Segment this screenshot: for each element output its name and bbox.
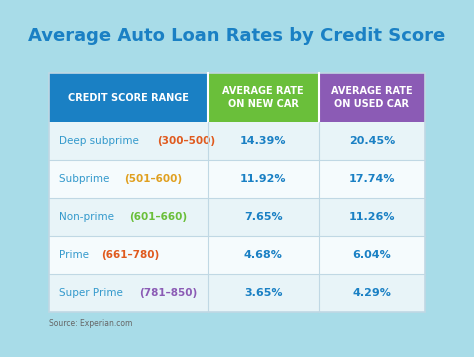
Text: 17.74%: 17.74%: [349, 174, 395, 184]
Text: 11.92%: 11.92%: [240, 174, 286, 184]
Text: (501–600): (501–600): [124, 174, 182, 184]
Text: Deep subprime: Deep subprime: [59, 136, 146, 146]
Text: (661–780): (661–780): [100, 250, 159, 260]
FancyBboxPatch shape: [319, 73, 425, 122]
Text: AVERAGE RATE
ON NEW CAR: AVERAGE RATE ON NEW CAR: [222, 86, 304, 109]
Text: Prime: Prime: [59, 250, 96, 260]
FancyBboxPatch shape: [49, 160, 425, 198]
Text: 7.65%: 7.65%: [244, 212, 283, 222]
FancyBboxPatch shape: [208, 73, 319, 122]
Text: 11.26%: 11.26%: [349, 212, 395, 222]
Text: CREDIT SCORE RANGE: CREDIT SCORE RANGE: [68, 93, 189, 103]
FancyBboxPatch shape: [49, 274, 425, 312]
Text: 4.29%: 4.29%: [353, 288, 392, 298]
Text: (781–850): (781–850): [139, 288, 198, 298]
Text: (300–500): (300–500): [157, 136, 216, 146]
Text: Average Auto Loan Rates by Credit Score: Average Auto Loan Rates by Credit Score: [28, 27, 446, 45]
Text: Non-prime: Non-prime: [59, 212, 120, 222]
Text: 14.39%: 14.39%: [240, 136, 286, 146]
Text: AVERAGE RATE
ON USED CAR: AVERAGE RATE ON USED CAR: [331, 86, 413, 109]
FancyBboxPatch shape: [49, 73, 208, 122]
Text: Subprime: Subprime: [59, 174, 116, 184]
FancyBboxPatch shape: [49, 236, 425, 274]
Text: 20.45%: 20.45%: [349, 136, 395, 146]
Text: (601–660): (601–660): [129, 212, 187, 222]
FancyBboxPatch shape: [49, 198, 425, 236]
Text: 4.68%: 4.68%: [244, 250, 283, 260]
FancyBboxPatch shape: [49, 122, 425, 160]
Text: Source: Experian.com: Source: Experian.com: [49, 319, 132, 328]
Text: 3.65%: 3.65%: [244, 288, 283, 298]
Text: 6.04%: 6.04%: [353, 250, 392, 260]
Text: Super Prime: Super Prime: [59, 288, 129, 298]
